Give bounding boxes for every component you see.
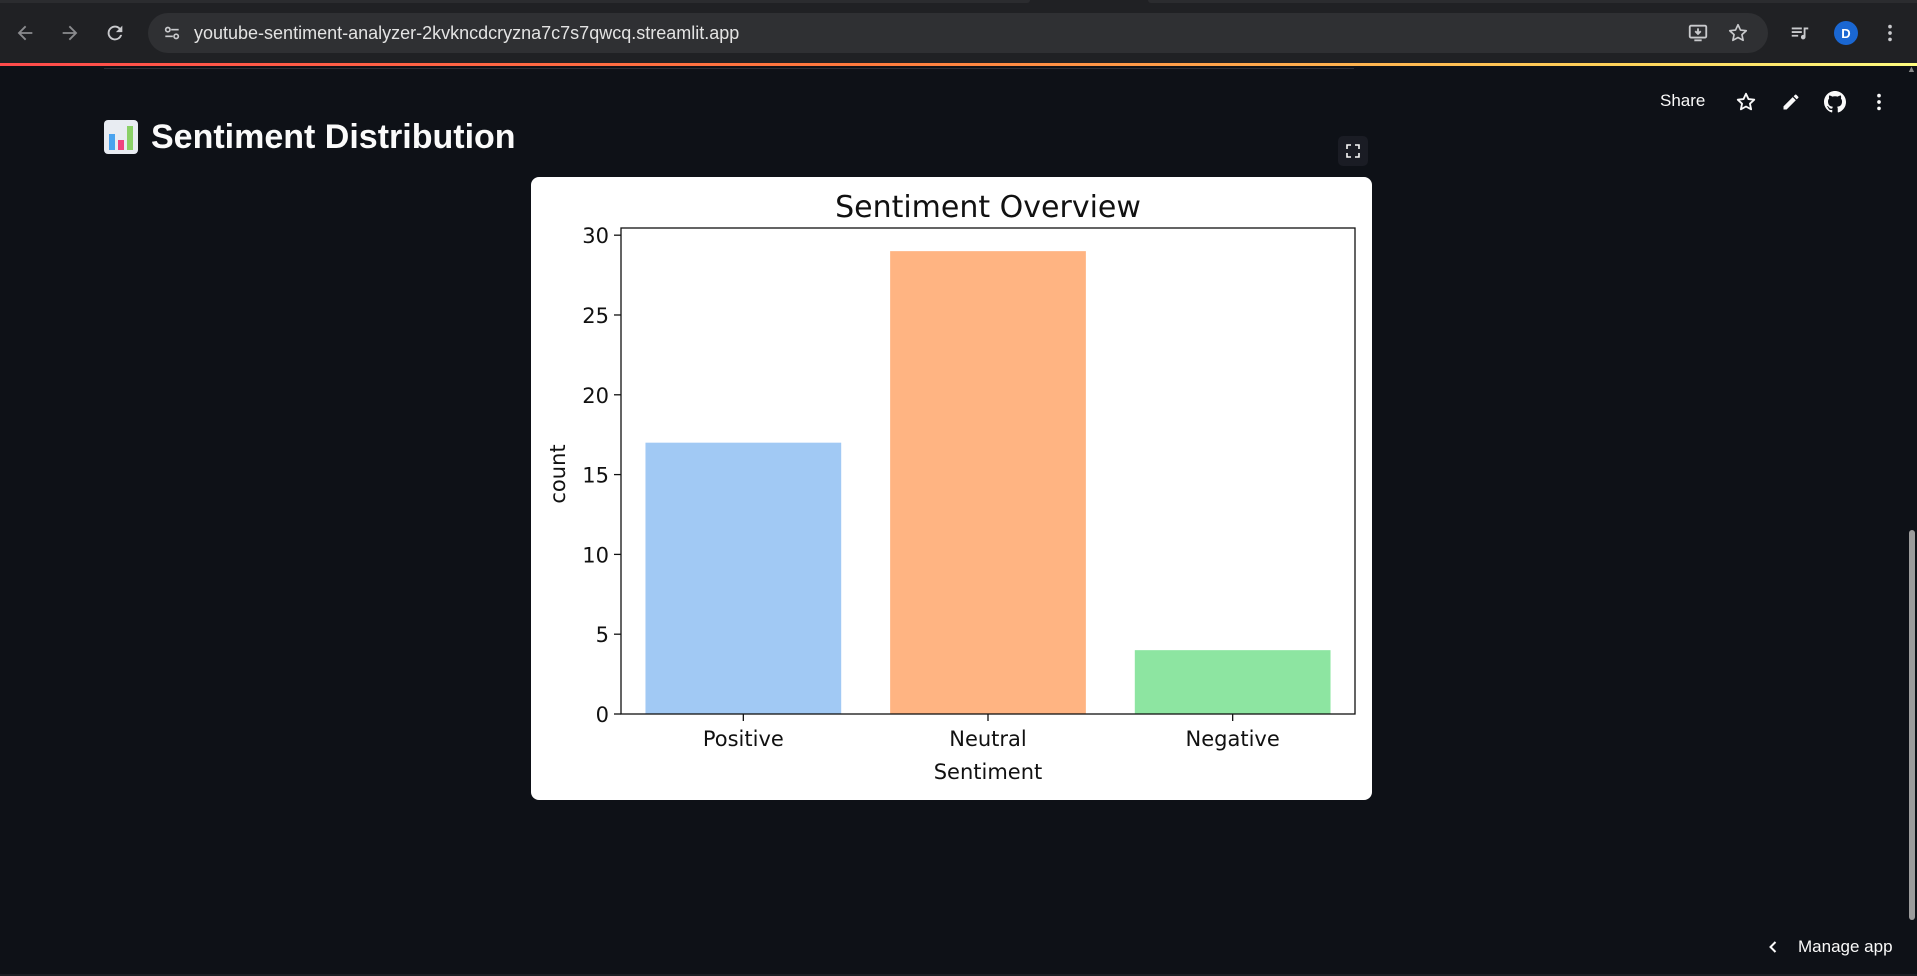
- browser-menu-button[interactable]: [1873, 16, 1907, 50]
- streamlit-header-decoration: [0, 63, 1917, 66]
- share-button[interactable]: Share: [1660, 91, 1706, 110]
- pencil-icon: [1783, 94, 1799, 110]
- divider: [104, 68, 1354, 69]
- install-app-icon: [1688, 24, 1708, 42]
- x-tick-label: Negative: [1186, 727, 1280, 751]
- chart-title: Sentiment Overview: [835, 190, 1141, 225]
- y-tick-label: 5: [596, 623, 609, 647]
- sentiment-bar-chart: Sentiment Overview 0 5 10 15 20 25 30 Positive…: [546, 190, 1356, 784]
- manage-app-button[interactable]: Manage app: [1762, 934, 1893, 960]
- y-tick-label: 25: [582, 304, 609, 328]
- manage-app-label: Manage app: [1798, 937, 1893, 956]
- y-tick-label: 15: [582, 464, 609, 488]
- star-outline-icon: [1736, 92, 1756, 111]
- y-axis-label: count: [546, 444, 570, 503]
- tab-strip-edge: [1148, 0, 1917, 3]
- scrollbar-track[interactable]: [1906, 66, 1917, 976]
- queue-music-icon: [1791, 27, 1809, 40]
- profile-button[interactable]: D: [1829, 16, 1863, 50]
- install-app-button[interactable]: [1686, 21, 1710, 45]
- github-icon: [1824, 91, 1846, 113]
- github-button[interactable]: [1820, 87, 1850, 117]
- star-outline-icon: [1728, 23, 1748, 42]
- edit-button[interactable]: [1776, 87, 1806, 117]
- arrow-right-icon: [62, 25, 78, 41]
- more-vert-icon: [1888, 24, 1892, 42]
- bar-positive: [645, 442, 842, 714]
- chevron-left-icon: [1762, 936, 1784, 958]
- fullscreen-icon: [1346, 144, 1360, 158]
- x-tick-label: Positive: [703, 727, 784, 751]
- bar-neutral: [890, 251, 1086, 714]
- media-controls-button[interactable]: [1783, 16, 1817, 50]
- fullscreen-button[interactable]: [1338, 136, 1368, 166]
- reload-button[interactable]: [98, 16, 132, 50]
- bottom-edge: [0, 974, 1917, 976]
- bar-negative: [1134, 650, 1331, 714]
- address-bar[interactable]: youtube-sentiment-analyzer-2kvkncdcryzna…: [148, 13, 1768, 53]
- scrollbar-thumb[interactable]: [1909, 530, 1915, 920]
- forward-button[interactable]: [53, 16, 87, 50]
- more-vert-icon: [1877, 93, 1881, 111]
- y-tick-label: 30: [582, 224, 609, 248]
- url-text[interactable]: youtube-sentiment-analyzer-2kvkncdcryzna…: [194, 23, 740, 43]
- page-title-text: Sentiment Distribution: [151, 117, 516, 156]
- favorite-button[interactable]: [1731, 87, 1761, 117]
- y-tick-label: 20: [582, 384, 609, 408]
- page-title: Sentiment Distribution: [104, 116, 516, 158]
- app-menu-button[interactable]: [1864, 87, 1894, 117]
- back-button[interactable]: [8, 16, 42, 50]
- chart-card: Sentiment Overview 0 5 10 15 20 25 30 Positive…: [531, 177, 1372, 800]
- arrow-left-icon: [17, 25, 33, 41]
- scroll-up-arrow[interactable]: ▲: [1907, 64, 1916, 74]
- tune-icon: [164, 26, 180, 40]
- browser-toolbar: youtube-sentiment-analyzer-2kvkncdcryzna…: [0, 0, 1917, 64]
- tab-strip-edge: [0, 0, 1030, 3]
- avatar: D: [1834, 21, 1858, 45]
- x-tick-label: Neutral: [949, 727, 1027, 751]
- y-tick-label: 10: [582, 543, 609, 567]
- bar-chart-icon: [104, 120, 138, 154]
- reload-icon: [107, 25, 123, 41]
- bookmark-button[interactable]: [1726, 21, 1750, 45]
- site-info-button[interactable]: [160, 21, 184, 45]
- x-axis-label: Sentiment: [934, 760, 1043, 784]
- y-tick-label: 0: [596, 703, 609, 727]
